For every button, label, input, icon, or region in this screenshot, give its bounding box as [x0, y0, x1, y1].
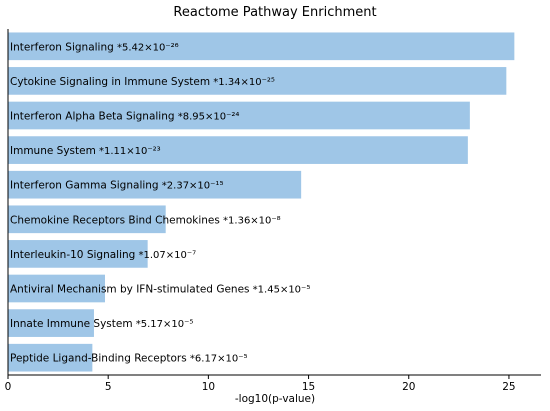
chart-title: Reactome Pathway Enrichment	[173, 5, 376, 20]
bar-label: Chemokine Receptors Bind Chemokines *1.3…	[10, 214, 281, 226]
p-value-annotation: *2.37×10⁻¹⁵	[159, 181, 224, 192]
x-tick-label: 15	[302, 381, 315, 393]
bar-label: Peptide Ligand-Binding Receptors *6.17×1…	[10, 353, 248, 365]
x-tick-label: 0	[5, 381, 12, 393]
p-value-annotation: *1.36×10⁻⁸	[220, 215, 281, 226]
bar-label: Interferon Signaling *5.42×10⁻²⁶	[10, 41, 179, 53]
pathway-name: Interferon Signaling	[10, 41, 114, 53]
bar	[8, 101, 470, 130]
bar-label: Interleukin-10 Signaling *1.07×10⁻⁷	[10, 249, 196, 261]
bar	[8, 274, 105, 303]
x-ticks-layer: 0 5 10 15 20 25	[5, 375, 516, 393]
bar	[8, 343, 93, 372]
pathway-name: Interferon Gamma Signaling	[10, 180, 159, 192]
bar	[8, 240, 148, 268]
pathway-name: Chemokine Receptors Bind Chemokines	[10, 214, 220, 226]
p-value-annotation: *1.11×10⁻²³	[96, 146, 161, 157]
bar-label: Innate Immune System *5.17×10⁻⁵	[10, 318, 193, 330]
bar-labels-layer: Interferon Signaling *5.42×10⁻²⁶ Cytokine…	[10, 41, 310, 364]
x-tick-label: 5	[105, 381, 112, 393]
bar-label: Antiviral Mechanism by IFN-stimulated Ge…	[10, 284, 310, 296]
pathway-name: Peptide Ligand-Binding Receptors	[10, 353, 187, 365]
pathway-name: Interferon Alpha Beta Signaling	[10, 111, 175, 123]
bar-label: Immune System *1.11×10⁻²³	[10, 145, 161, 157]
pathway-name: Antiviral Mechanism by IFN-stimulated Ge…	[10, 284, 250, 296]
bar	[8, 136, 468, 164]
bar-label: Interferon Gamma Signaling *2.37×10⁻¹⁵	[10, 180, 223, 192]
bar-label: Cytokine Signaling in Immune System *1.3…	[10, 76, 275, 88]
bar-label: Interferon Alpha Beta Signaling *8.95×10…	[10, 111, 239, 123]
bars-layer	[8, 32, 515, 372]
p-value-annotation: *1.07×10⁻⁷	[135, 250, 196, 261]
bar	[8, 67, 507, 95]
pathway-name: Innate Immune System	[10, 318, 133, 330]
p-value-annotation: *8.95×10⁻²⁴	[175, 112, 240, 123]
x-tick-label: 25	[502, 381, 515, 393]
bar	[8, 205, 166, 234]
bar	[8, 309, 94, 337]
p-value-annotation: *1.45×10⁻⁵	[250, 285, 311, 296]
x-tick-label: 10	[202, 381, 215, 393]
bar	[8, 32, 515, 61]
pathway-name: Immune System	[10, 145, 96, 157]
pathway-name: Interleukin-10 Signaling	[10, 249, 135, 261]
pathway-name: Cytokine Signaling in Immune System	[10, 76, 210, 88]
p-value-annotation: *6.17×10⁻⁵	[187, 354, 248, 365]
p-value-annotation: *1.34×10⁻²⁵	[210, 77, 275, 88]
x-axis-label: -log10(p-value)	[235, 393, 315, 405]
x-tick-label: 20	[402, 381, 415, 393]
p-value-annotation: *5.17×10⁻⁵	[133, 319, 194, 330]
bar	[8, 170, 302, 199]
p-value-annotation: *5.42×10⁻²⁶	[114, 42, 179, 53]
